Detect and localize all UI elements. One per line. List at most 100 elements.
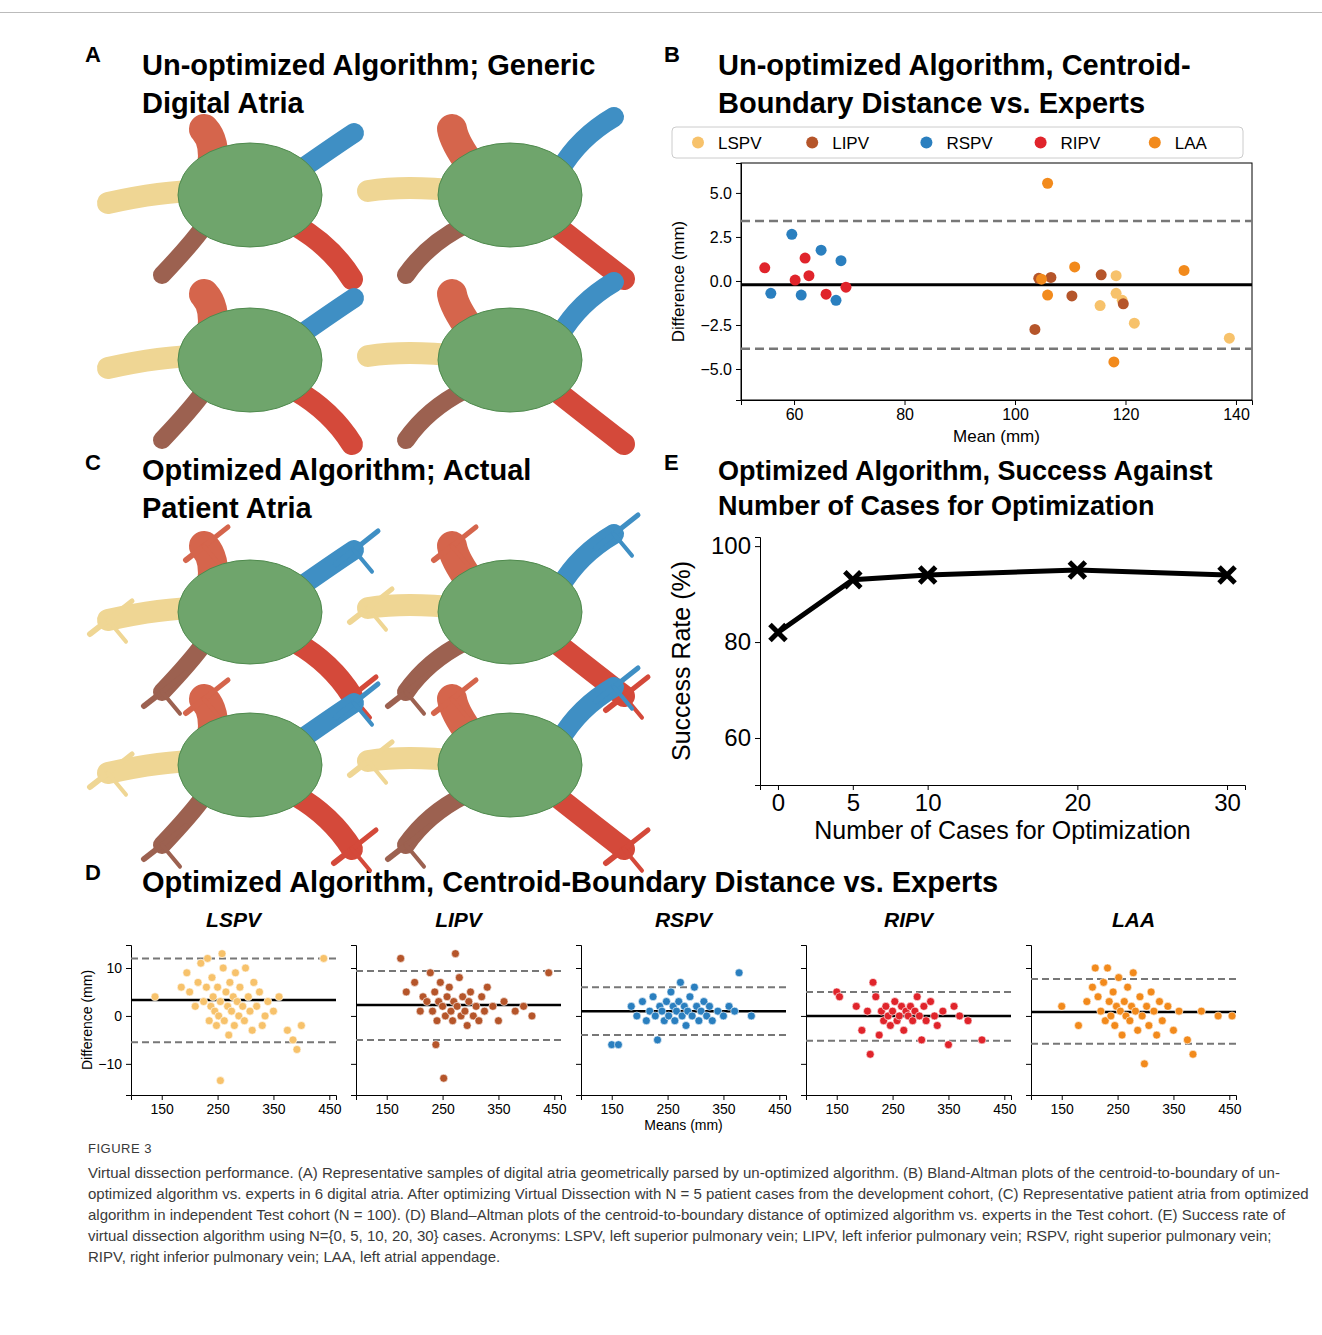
- tick: −10: [98, 1056, 131, 1072]
- subplot-title: LSPV: [206, 908, 263, 931]
- tick-mark: [755, 642, 760, 643]
- point: [614, 1041, 622, 1049]
- point: [671, 1017, 679, 1025]
- point: [219, 964, 227, 972]
- x-axis-title: Mean (mm): [953, 427, 1040, 446]
- tick-mark: [736, 369, 741, 370]
- point: [429, 1007, 437, 1015]
- tick-mark: [1026, 1016, 1031, 1017]
- atrium-body: [438, 560, 582, 664]
- tick-mark: [387, 1095, 388, 1100]
- tick: 30: [1214, 785, 1241, 816]
- vessel-branch: [204, 680, 228, 699]
- point: [465, 998, 473, 1006]
- tick-label: 450: [318, 1101, 342, 1117]
- point: [436, 978, 444, 986]
- point: [731, 1007, 739, 1015]
- tick-mark: [443, 1095, 444, 1100]
- x-axis: 150250350450: [582, 1095, 792, 1117]
- vessel-branch: [350, 761, 368, 775]
- atrium-body: [438, 143, 582, 247]
- vessel-branch: [624, 830, 648, 849]
- tick-mark: [801, 1016, 806, 1017]
- tick-label: 0.0: [710, 273, 732, 290]
- tick: [576, 968, 581, 969]
- tick-label: 100: [711, 532, 751, 559]
- vessel: [560, 282, 614, 335]
- tick-label: −10: [98, 1056, 122, 1072]
- point: [686, 993, 694, 1001]
- tick: 450: [1218, 1095, 1242, 1117]
- point: [1131, 1007, 1139, 1015]
- tick-label: 0: [772, 789, 785, 816]
- plot-area: [1031, 964, 1236, 1068]
- point: [439, 1002, 447, 1010]
- tick: [351, 1064, 356, 1065]
- vessel: [295, 642, 352, 696]
- title-line: Digital Atria: [142, 87, 305, 119]
- tick-mark: [1229, 1095, 1230, 1100]
- point: [489, 1002, 497, 1010]
- title-line: Optimized Algorithm, Success Against: [718, 456, 1213, 486]
- tick-mark: [1026, 1064, 1031, 1065]
- tick-label: 350: [262, 1101, 286, 1117]
- plot-area: [806, 978, 1011, 1058]
- point: [658, 1007, 666, 1015]
- point: [1197, 1007, 1205, 1015]
- point: [1042, 290, 1053, 301]
- point: [676, 978, 684, 986]
- point: [433, 1017, 441, 1025]
- vessel: [162, 795, 205, 845]
- legend: LSPVLIPVRSPVRIPVLAA: [672, 127, 1243, 158]
- plot-area: [131, 950, 336, 1085]
- tick-mark: [755, 546, 760, 547]
- tick-label: 450: [768, 1101, 792, 1117]
- point: [467, 988, 475, 996]
- point: [528, 1012, 536, 1020]
- point: [1224, 333, 1235, 344]
- point: [397, 954, 405, 962]
- point: [1143, 1002, 1151, 1010]
- tick: 350: [712, 1095, 736, 1117]
- tick: 80: [724, 628, 760, 655]
- vessel-branch: [334, 849, 352, 863]
- x-axis: 150250350450: [807, 1095, 1017, 1117]
- point: [1069, 261, 1080, 272]
- point: [1140, 1060, 1148, 1068]
- axis-line: [761, 786, 1246, 791]
- point: [520, 1002, 528, 1010]
- legend-label: RIPV: [1061, 134, 1101, 153]
- point: [1145, 1022, 1153, 1030]
- point: [882, 1002, 890, 1010]
- point: [1124, 983, 1132, 991]
- tick-label: 10: [915, 789, 942, 816]
- point: [944, 1041, 952, 1049]
- point: [449, 1017, 457, 1025]
- atrium-illustration: [368, 117, 624, 279]
- point: [920, 1002, 928, 1010]
- vessel: [560, 117, 614, 170]
- vessel-branch: [452, 680, 476, 699]
- point: [933, 1022, 941, 1030]
- point: [886, 1022, 894, 1030]
- axis-line: [1032, 1096, 1237, 1101]
- panel-title: Un-optimized Algorithm; GenericDigital A…: [142, 49, 595, 119]
- point: [1136, 993, 1144, 1001]
- vessel-branch: [350, 608, 368, 622]
- tick-label: −2.5: [700, 317, 732, 334]
- tick: 5.0: [710, 185, 741, 202]
- vessel-branch: [388, 692, 406, 706]
- limit-line: [131, 1041, 336, 1043]
- point: [208, 974, 216, 982]
- tick-mark: [801, 968, 806, 969]
- vessel-branch: [368, 608, 386, 630]
- vessel-branch: [108, 754, 132, 773]
- tick-mark: [736, 325, 741, 326]
- vessel-branch: [352, 830, 376, 849]
- legend-label: LAA: [1175, 134, 1208, 153]
- title-line: Optimized Algorithm; Actual: [142, 454, 531, 486]
- vessel: [555, 390, 624, 444]
- vessel-branch: [354, 550, 372, 572]
- atrium-body: [438, 308, 582, 412]
- point: [1129, 969, 1137, 977]
